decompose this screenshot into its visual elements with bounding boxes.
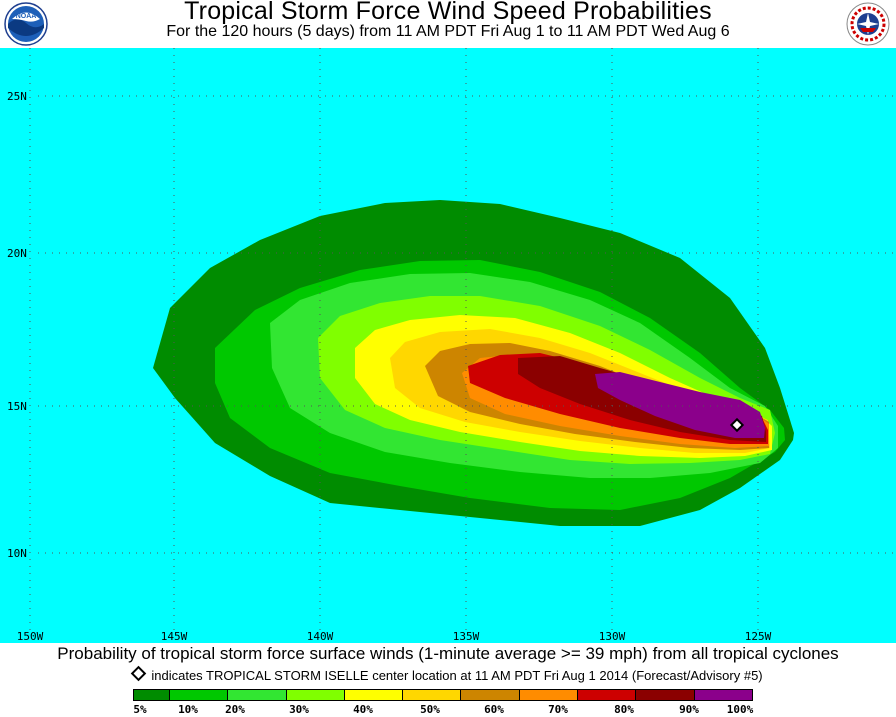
noaa-logo-icon: NOAA xyxy=(4,2,48,46)
legend-swatch xyxy=(403,690,462,700)
latitude-label: 20N xyxy=(7,247,27,260)
longitude-label: 130W xyxy=(599,630,626,643)
map-caption: Probability of tropical storm force surf… xyxy=(57,644,839,663)
storm-location-note: indicates TROPICAL STORM ISELLE center l… xyxy=(0,665,896,683)
storm-location-text: indicates TROPICAL STORM ISELLE center l… xyxy=(151,668,763,683)
latitude-label: 15N xyxy=(7,400,27,413)
storm-center-marker-icon xyxy=(729,417,745,433)
legend-label: 10% xyxy=(178,703,198,716)
footer: Probability of tropical storm force surf… xyxy=(0,643,896,716)
longitude-label: 140W xyxy=(307,630,334,643)
diamond-marker-icon xyxy=(131,665,147,682)
legend-swatch xyxy=(519,690,579,700)
legend-label: 80% xyxy=(614,703,634,716)
legend-swatch xyxy=(344,690,404,700)
header: NOAA Tropical Storm Force Wind Speed Pro… xyxy=(0,0,896,48)
longitude-label: 150W xyxy=(17,630,44,643)
legend-labels: 5% 10% 20% 30% 40% 50% 60% 70% 80% 90% 100% xyxy=(0,703,896,717)
page-title: Tropical Storm Force Wind Speed Probabil… xyxy=(184,0,712,25)
longitude-tick-labels: 150W 145W 140W 135W 130W 125W xyxy=(17,630,772,643)
legend-swatch xyxy=(461,690,520,700)
legend-label: 20% xyxy=(225,703,245,716)
probability-legend xyxy=(133,689,753,701)
legend-label: 90% xyxy=(679,703,699,716)
legend-swatch xyxy=(134,690,170,700)
legend-label: 40% xyxy=(353,703,373,716)
legend-label: 30% xyxy=(289,703,309,716)
legend-label: 100% xyxy=(726,703,754,716)
latitude-tick-labels: 25N 20N 15N 10N xyxy=(7,90,27,560)
legend-swatch xyxy=(578,690,637,700)
legend-label: 60% xyxy=(484,703,504,716)
page-subtitle: For the 120 hours (5 days) from 11 AM PD… xyxy=(166,23,730,40)
legend-label: 70% xyxy=(548,703,568,716)
legend-swatch xyxy=(228,690,287,700)
latitude-label: 10N xyxy=(7,547,27,560)
contour-100-percent xyxy=(595,372,765,438)
legend-label: 50% xyxy=(420,703,440,716)
longitude-label: 135W xyxy=(453,630,480,643)
legend-swatch xyxy=(286,690,345,700)
longitude-label: 125W xyxy=(745,630,772,643)
probability-map: 150W 145W 140W 135W 130W 125W 25N 20N 15N 10N xyxy=(0,48,896,644)
longitude-label: 145W xyxy=(161,630,188,643)
nws-logo-icon xyxy=(846,2,890,46)
latitude-label: 25N xyxy=(7,90,27,103)
legend-label: 5% xyxy=(133,703,147,716)
noaa-logo-text: NOAA xyxy=(16,13,37,20)
lat-lon-grid xyxy=(29,48,896,633)
legend-swatch xyxy=(636,690,695,700)
probability-contours xyxy=(153,200,794,526)
legend-swatch xyxy=(170,690,229,700)
legend-swatch xyxy=(694,690,752,700)
map-canvas: 150W 145W 140W 135W 130W 125W 25N 20N 15N 10N xyxy=(0,48,896,644)
